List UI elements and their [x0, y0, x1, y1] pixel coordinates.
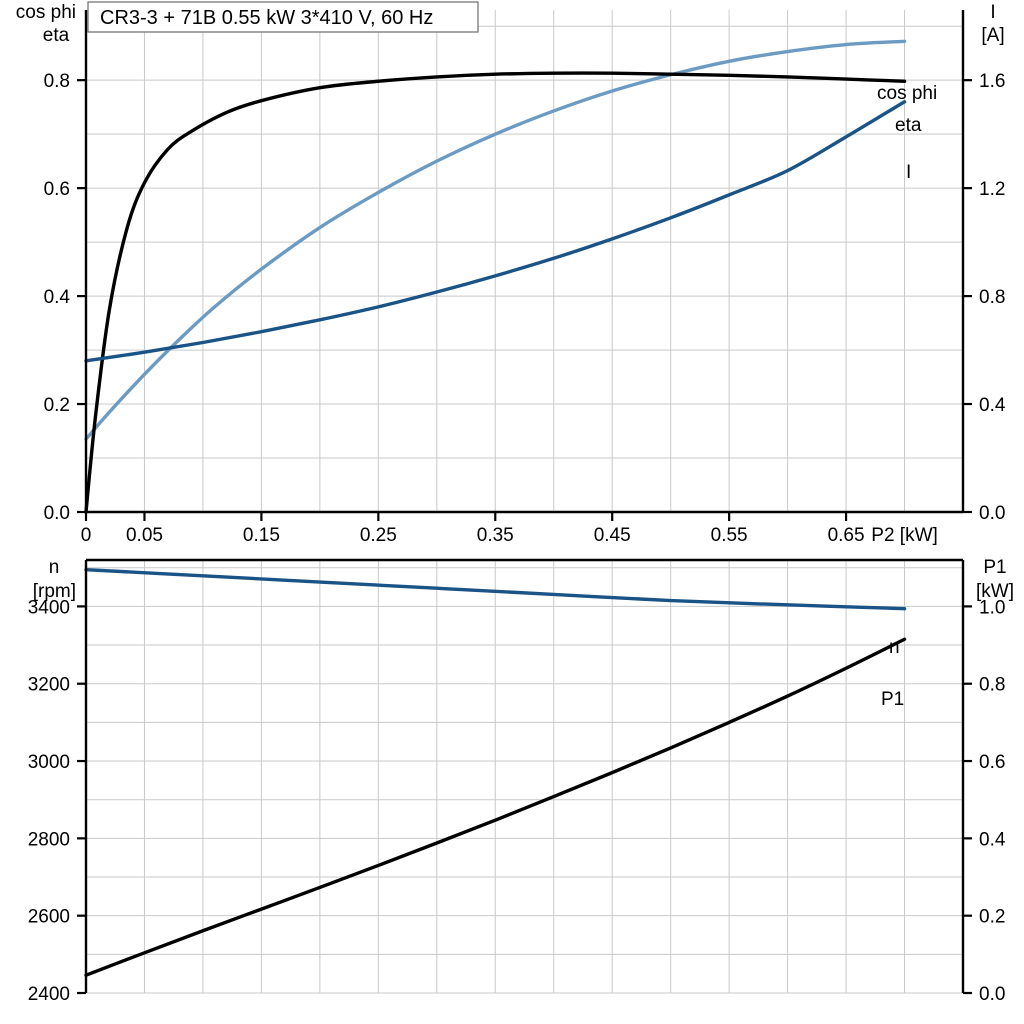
x-tick-label: 0.05 [126, 525, 163, 545]
bottom-gridlines [86, 560, 963, 994]
bottom-curves [84, 567, 907, 977]
curve-eta [84, 71, 907, 514]
x-axis-title: P2 [kW] [871, 525, 938, 545]
right-tick-label: 1.2 [979, 179, 1005, 200]
curve-n [84, 567, 907, 611]
left-tick-label: 0.0 [44, 503, 70, 524]
x-tick-label: 0.35 [477, 525, 514, 545]
right-axis-title-line2: [A] [981, 25, 1004, 46]
right-tick-label: 0.8 [979, 287, 1005, 308]
x-tick-label: 0.65 [828, 525, 865, 545]
left-tick-label: 0.4 [44, 287, 71, 308]
right-axis-title-line2: [kW] [976, 581, 1014, 602]
curve-p1 [84, 637, 907, 977]
top-curves [84, 39, 907, 514]
left-tick-label: 0.8 [44, 71, 70, 92]
curve-label-n: n [889, 637, 900, 658]
right-tick-label: 0.4 [979, 829, 1006, 850]
curve-label-eta: eta [895, 115, 922, 136]
bottom-axes: 2400 2600 2800 3000 3200 3400 0.0 0.2 0.4 0.6 0.8 1… [28, 557, 1014, 1005]
curve-i [84, 100, 907, 363]
left-tick-label: 2400 [28, 984, 70, 1005]
top-gridlines [86, 10, 963, 512]
curve-label-i: I [906, 162, 911, 183]
right-tick-label: 0.0 [979, 503, 1005, 524]
left-axis-title-line2: eta [43, 25, 70, 46]
x-tick-label: 0.45 [594, 525, 631, 545]
left-tick-label: 0.2 [44, 395, 70, 416]
title-box-rect [87, 1, 479, 33]
right-axis-title-line1: I [990, 2, 995, 23]
right-tick-label: 0.2 [979, 907, 1005, 928]
right-tick-label: 0.8 [979, 675, 1005, 696]
bottom-chart-panel: 2400 2600 2800 3000 3200 3400 0.0 0.2 0.4 0.6 0.8 1… [0, 545, 1024, 1024]
curve-label-cos-phi: cos phi [877, 83, 937, 104]
right-axis-title-line1: P1 [983, 557, 1006, 578]
top-curve-labels: cos phi eta I [877, 83, 937, 183]
x-tick-label: 0 [81, 525, 92, 545]
top-chart-panel: 0 0.05 0.15 0.25 0.35 0.45 0.55 0.65 P2 [kW] 0.0 0… [16, 1, 1006, 545]
right-tick-label: 0.4 [979, 395, 1006, 416]
curve-label-p1: P1 [881, 689, 904, 710]
bottom-curve-labels: n P1 [881, 637, 904, 710]
right-tick-label: 0.6 [979, 752, 1005, 773]
right-tick-label: 1.6 [979, 71, 1005, 92]
x-tick-label: 0.55 [711, 525, 748, 545]
left-axis-title-line1: cos phi [16, 2, 76, 23]
left-axis-title-line2: [rpm] [33, 581, 76, 602]
left-tick-label: 3200 [28, 675, 70, 696]
chart-title-box: CR3-3 + 71B 0.55 kW 3*410 V, 60 Hz [87, 1, 479, 33]
left-tick-label: 3000 [28, 752, 70, 773]
chart-title-text: CR3-3 + 71B 0.55 kW 3*410 V, 60 Hz [100, 7, 433, 29]
x-tick-label: 0.25 [360, 525, 397, 545]
right-tick-label: 0.0 [979, 984, 1005, 1005]
left-tick-label: 0.6 [44, 179, 70, 200]
top-axes: 0 0.05 0.15 0.25 0.35 0.45 0.55 0.65 P2 [kW] 0.0 0… [16, 2, 1006, 545]
left-axis-title-line1: n [49, 557, 60, 578]
right-tick-label: 1.0 [979, 597, 1005, 618]
left-tick-label: 2800 [28, 829, 70, 850]
x-tick-label: 0.15 [243, 525, 280, 545]
left-tick-label: 2600 [28, 907, 70, 928]
left-tick-label: 3400 [28, 597, 70, 618]
